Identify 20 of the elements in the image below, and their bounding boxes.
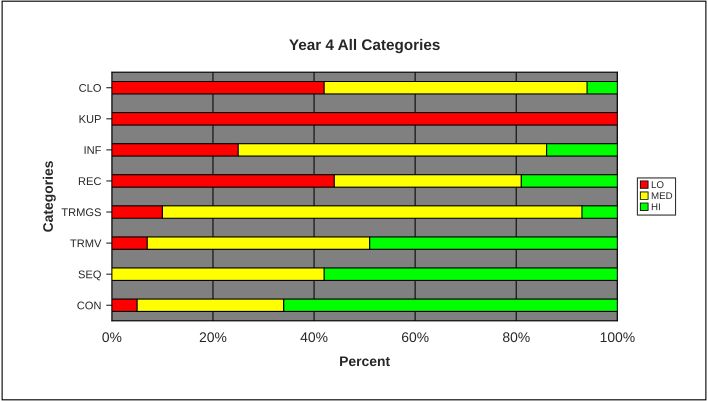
legend-label: LO <box>652 181 664 188</box>
y-tick-label: TRMV <box>70 239 102 248</box>
y-tick-label: REC <box>78 177 102 186</box>
x-tick-label: 80% <box>502 332 530 342</box>
y-tick-label: TRMGS <box>62 208 101 216</box>
legend-label: MED <box>652 192 672 200</box>
x-tick-label: 60% <box>402 332 429 342</box>
y-tick-label: CLO <box>79 84 101 92</box>
x-tick-label: 40% <box>300 332 328 342</box>
chart-title: Year 4 All Categories <box>289 38 440 54</box>
y-tick-label: CON <box>77 302 101 310</box>
x-axis-title: Percent <box>340 356 390 366</box>
y-tick-label: KUP <box>80 115 101 123</box>
x-tick-label: 20% <box>200 332 226 342</box>
x-tick-label: 0% <box>102 332 122 342</box>
legend-label: HI <box>652 203 660 210</box>
y-tick-label: INF <box>84 146 102 154</box>
y-tick-label: SEQ <box>78 270 101 280</box>
y-axis-title: Categories <box>42 161 56 232</box>
x-tick-label: 100% <box>600 332 635 342</box>
